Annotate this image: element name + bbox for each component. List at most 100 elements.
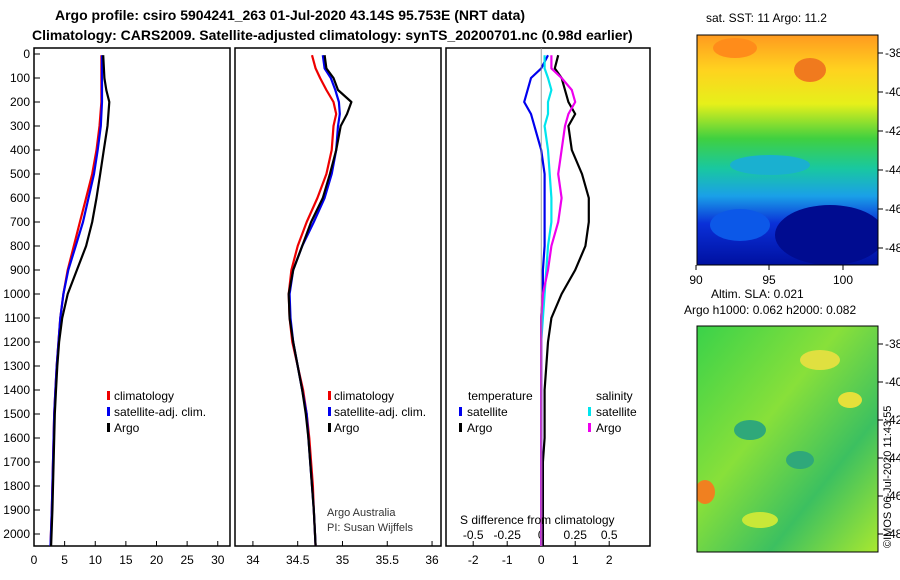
lat-tick-label: -42 [885,124,900,138]
sst-map-frame [696,34,879,266]
depth-tick-label: 400 [10,143,30,157]
x-tick-label: -1 [502,553,513,567]
legend-label-sal-argo: Argo [596,421,622,435]
sla-eddy [734,420,766,440]
series-line-satellite-adj-clim- [49,55,104,547]
depth-tick-label: 700 [10,215,30,229]
temperature-legend: climatology satellite-adj. clim. Argo [107,389,206,435]
secondary-x-tick-label: 0.5 [601,528,618,542]
credit-line-1: Argo Australia [327,507,396,519]
sst-map [696,34,879,266]
imos-stamp: ©IMOS 06-Jul-2020 11:43:55 [882,406,894,548]
x-tick-label: 35.5 [376,553,400,567]
depth-tick-label: 1000 [3,287,30,301]
lat-tick-label: -38 [885,337,900,351]
lon-tick-label: 100 [833,273,853,287]
legend-label-argo: Argo [334,421,360,435]
depth-tick-label: 100 [10,71,30,85]
legend-label-sal-satellite: satellite [596,405,637,419]
series-line-temperature-argo [541,54,590,546]
sla-eddy [786,451,814,469]
temperature-series [49,55,111,547]
legend-swatch-argo [328,423,331,432]
x-tick-label: 1 [572,553,579,567]
sst-front-patch [730,155,810,175]
difference-series [523,48,590,546]
x-tick-label: 20 [150,553,164,567]
legend-label-temp-argo: Argo [467,421,493,435]
lat-tick-label: -48 [885,241,900,255]
x-tick-label: 15 [119,553,133,567]
legend-swatch-climatology [328,391,331,400]
lat-tick-label: -40 [885,85,900,99]
secondary-x-tick-label: -0.25 [494,528,522,542]
depth-tick-label: 800 [10,239,30,253]
lat-tick-label: -46 [885,202,900,216]
depth-tick-label: 1600 [3,431,30,445]
secondary-x-tick-label: 0.25 [564,528,588,542]
lon-tick-label: 95 [762,273,776,287]
salinity-x-axis: 34 34.5 35 35.5 36 [246,541,439,567]
legend-label-satellite-adj: satellite-adj. clim. [114,405,206,419]
sla-eddy [742,512,778,528]
legend-label-climatology: climatology [334,389,394,403]
depth-tick-label: 1400 [3,383,30,397]
legend-header-salinity: salinity [596,389,633,403]
difference-title: S difference from climatology [460,513,615,527]
depth-tick-label: 1500 [3,407,30,421]
depth-tick-label: 1100 [4,311,30,325]
x-tick-label: 34 [246,553,260,567]
temperature-x-axis: 0 5 10 15 20 25 30 [31,541,225,567]
salinity-legend: climatology satellite-adj. clim. Argo [328,389,426,435]
x-tick-label: -2 [468,553,479,567]
legend-swatch-sal-argo [588,423,591,432]
sst-cold-patch [710,209,770,241]
depth-tick-label: 200 [10,95,30,109]
sst-lat-axis: -38 -40 -42 -44 -46 -48 [878,46,900,255]
credit-line-2: PI: Susan Wijffels [327,522,413,534]
depth-tick-label: 900 [10,263,30,277]
series-line-argo [287,55,353,547]
sla-eddy [838,392,862,408]
x-tick-label: 2 [606,553,613,567]
legend-swatch-temp-argo [459,423,462,432]
sla-eddy [800,350,840,370]
x-tick-label: 36 [425,553,439,567]
legend-swatch-satellite-adj [107,407,110,416]
title-line-1: Argo profile: csiro 5904241_263 01-Jul-2… [55,7,525,23]
legend-swatch-sal-satellite [588,407,591,416]
sla-map-title-2: Argo h1000: 0.062 h2000: 0.082 [684,303,856,317]
series-line-climatology [49,55,103,547]
temperature-panel-frame [33,47,231,547]
depth-axis: 0 100 200 300 400 500 600 700 800 900 1000 1100 1200… [3,47,40,541]
lon-tick-label: 90 [689,273,703,287]
difference-secondary-x-axis: -0.5 -0.25 0 0.25 0.5 [463,528,618,542]
lat-tick-label: -42 [885,413,900,427]
legend-label-argo: Argo [114,421,140,435]
depth-tick-label: 500 [10,167,30,181]
legend-label-satellite-adj: satellite-adj. clim. [334,405,426,419]
sla-map [696,325,879,553]
legend-swatch-temp-satellite [459,407,462,416]
difference-legend: temperature satellite Argo salinity sate… [459,389,637,435]
x-tick-label: 0 [31,553,38,567]
lat-tick-label: -46 [885,489,900,503]
x-tick-label: 10 [89,553,103,567]
depth-tick-label: 600 [10,191,30,205]
series-line-argo [50,55,111,547]
sla-map-title-1: Altim. SLA: 0.021 [711,287,804,301]
title-line-2: Climatology: CARS2009. Satellite-adjuste… [32,27,633,43]
x-tick-label: 25 [180,553,194,567]
x-tick-label: 5 [61,553,68,567]
sst-lon-axis: 90 95 100 [689,265,853,287]
legend-header-temperature: temperature [468,389,533,403]
sst-cold-patch [775,205,878,265]
lat-tick-label: -44 [885,451,900,465]
sla-eddy [697,480,715,504]
sla-map-frame [696,325,879,553]
x-tick-label: 30 [211,553,225,567]
depth-tick-label: 1800 [3,479,30,493]
lat-tick-label: -38 [885,46,900,60]
legend-label-climatology: climatology [114,389,174,403]
